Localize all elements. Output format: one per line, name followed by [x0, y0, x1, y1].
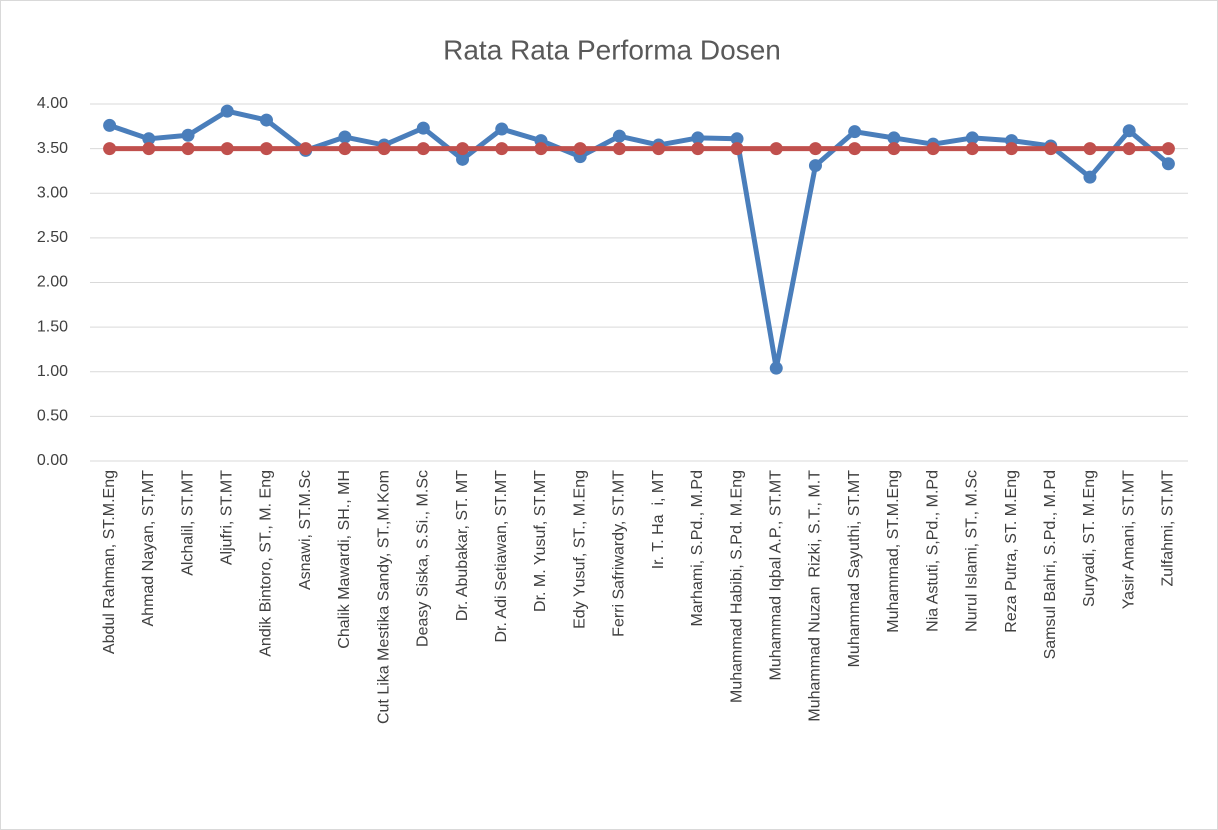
data-point: [142, 142, 156, 156]
x-tick-label: Yasir Amani, ST.MT: [1120, 470, 1137, 610]
data-point: [612, 129, 626, 143]
x-tick-label: Muhammad Habibi, S.Pd. M.Eng: [728, 470, 745, 703]
y-tick-label: 1.00: [37, 363, 68, 380]
y-tick-label: 0.00: [37, 452, 68, 469]
data-point: [377, 142, 391, 156]
x-tick-label: Cut Lika Mestika Sandy, ST.,M.Kom: [375, 470, 392, 724]
data-point: [534, 142, 548, 156]
data-point: [338, 142, 352, 156]
data-point: [456, 152, 470, 166]
data-point: [456, 142, 470, 156]
x-tick-label: Zulfahmi, ST.MT: [1160, 470, 1177, 587]
data-point: [220, 142, 234, 156]
y-tick-label: 2.00: [37, 274, 68, 291]
data-point: [1161, 157, 1175, 171]
series-line: [108, 108, 1171, 371]
data-point: [1122, 142, 1136, 156]
data-point: [887, 131, 901, 145]
x-tick-label: Marhami, S.Pd., M.Pd: [689, 470, 706, 627]
data-point: [1161, 142, 1175, 156]
x-tick-label: Ir. T. Ha i, MT: [650, 470, 667, 570]
x-tick-label: Dr. M. Yusuf, ST.MT: [532, 470, 549, 612]
data-point: [416, 121, 430, 135]
x-tick-label: Aljufri, ST.MT: [218, 470, 235, 565]
x-tick-label: Muhammad Nuzan Rizki, S.T., M.T: [807, 470, 824, 722]
x-tick-label: Reza Putra, ST. M.Eng: [1003, 470, 1020, 633]
data-point: [1083, 170, 1097, 184]
data-point: [181, 142, 195, 156]
data-point: [142, 132, 156, 146]
x-tick-label: Dr. Adi Setiawan, ST.MT: [493, 470, 510, 643]
data-point: [220, 104, 234, 118]
x-tick-label: Asnawi, ST.M.Sc: [297, 470, 314, 590]
data-point: [730, 142, 744, 156]
x-tick-label: Alchalil, ST.MT: [179, 470, 196, 576]
data-point: [769, 361, 783, 375]
data-point: [691, 131, 705, 145]
data-point: [495, 142, 509, 156]
data-point: [848, 125, 862, 139]
data-point: [691, 142, 705, 156]
data-point: [808, 159, 822, 173]
data-point: [259, 113, 273, 127]
data-point: [103, 118, 117, 132]
data-point: [1083, 142, 1097, 156]
x-tick-label: Suryadi, ST. M.Eng: [1081, 470, 1098, 607]
data-point: [181, 128, 195, 142]
x-tick-label: Abdul Rahman, ST.M.Eng: [101, 470, 118, 654]
y-tick-label: 1.50: [37, 318, 68, 335]
x-tick-label: Deasy Siska, S.Si., M.Sc: [415, 470, 432, 647]
x-tick-label: Dr. Abubakar, ST. MT: [454, 470, 471, 621]
data-point: [612, 142, 626, 156]
data-point: [730, 132, 744, 146]
data-point: [1005, 142, 1019, 156]
data-point: [338, 130, 352, 144]
y-tick-label: 2.50: [37, 229, 68, 246]
data-point: [965, 142, 979, 156]
data-point: [573, 142, 587, 156]
data-point: [259, 142, 273, 156]
data-point: [1122, 124, 1136, 138]
x-tick-label: Muhammad, ST.M.Eng: [885, 470, 902, 633]
x-tick-label: Muhammad Sayuthi, ST.MT: [846, 470, 863, 668]
data-point: [808, 142, 822, 156]
data-point: [416, 142, 430, 156]
data-point: [495, 122, 509, 136]
data-point: [299, 142, 313, 156]
chart-title: Rata Rata Performa Dosen: [443, 34, 781, 65]
data-point: [769, 142, 783, 156]
data-point: [652, 142, 666, 156]
x-tick-label: Ferri Safriwardy, ST.MT: [611, 470, 628, 637]
x-tick-label: Andik Bintoro, ST., M. Eng: [258, 470, 275, 657]
y-tick-label: 3.00: [37, 184, 68, 201]
y-tick-label: 4.00: [37, 95, 68, 112]
y-tick-label: 0.50: [37, 408, 68, 425]
x-tick-label: Nia Astuti, S,Pd., M.Pd: [924, 470, 941, 632]
x-tick-label: Nurul Islami, ST., M.Sc: [964, 470, 981, 632]
data-point: [926, 142, 940, 156]
x-tick-label: Ahmad Nayan, ST,MT: [140, 470, 157, 627]
x-tick-label: Chalik Mawardi, SH., MH: [336, 470, 353, 649]
data-point: [965, 131, 979, 145]
data-point: [1044, 142, 1058, 156]
x-tick-label: Edy Yusuf, ST., M.Eng: [571, 470, 588, 629]
data-point: [103, 142, 117, 156]
data-point: [887, 142, 901, 156]
x-tick-label: Samsul Bahri, S.Pd., M.Pd: [1042, 470, 1059, 659]
data-point: [848, 142, 862, 156]
x-tick-label: Muhammad Iqbal A.P., ST.MT: [767, 470, 784, 681]
y-tick-label: 3.50: [37, 140, 68, 157]
